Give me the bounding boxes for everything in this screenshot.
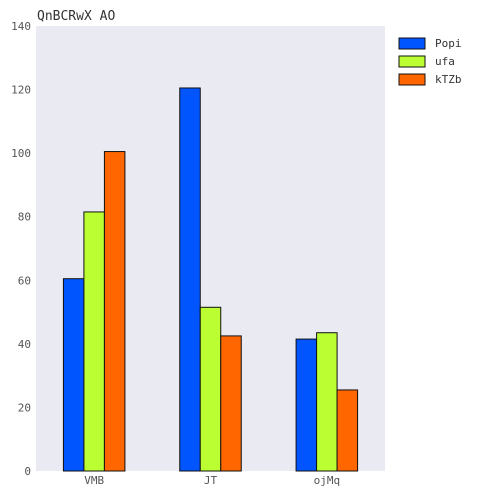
x-tick-label: JT (204, 474, 218, 487)
legend-swatch-kTZb (398, 73, 426, 86)
x-tick-label: ojMq (314, 474, 341, 487)
legend-swatch-Popi (398, 37, 426, 50)
x-axis: VMB JT ojMq (84, 474, 340, 487)
y-tick-label: 100 (11, 147, 31, 160)
bar-ufa-ojMq (316, 332, 338, 472)
legend-swatch-ufa (398, 55, 426, 68)
y-tick-label: 40 (18, 338, 31, 351)
bar-ufa-JT (199, 306, 222, 472)
x-tick-label: VMB (84, 474, 104, 487)
y-tick-label: 0 (24, 465, 31, 478)
legend-label-Popi: Popi (435, 37, 462, 50)
bar-kTZb-VMB (103, 151, 126, 472)
bar-ufa-VMB (83, 211, 105, 472)
chart-title: QnBCRwX AO (37, 9, 115, 24)
y-tick-label: 80 (18, 211, 31, 224)
bar-kTZb-ojMq (336, 389, 359, 472)
legend-label-kTZb: kTZb (435, 73, 462, 86)
bars (62, 87, 359, 472)
y-tick-label: 60 (18, 274, 31, 287)
legend: Popi ufa kTZb (398, 37, 462, 86)
bar-Popi-VMB (62, 278, 85, 472)
y-tick-label: 120 (11, 84, 31, 97)
y-tick-label: 140 (11, 20, 31, 33)
legend-label-ufa: ufa (435, 55, 455, 68)
bar-kTZb-JT (220, 335, 242, 472)
bar-Popi-ojMq (295, 338, 318, 472)
y-axis: 0 20 40 60 80 100 120 140 (11, 20, 31, 478)
bar-Popi-JT (179, 87, 201, 472)
y-tick-label: 20 (18, 401, 31, 414)
